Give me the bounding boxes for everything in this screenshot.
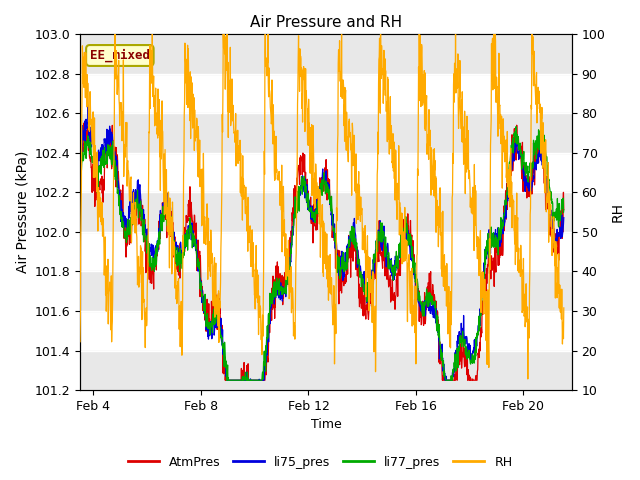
Y-axis label: RH: RH (611, 202, 625, 222)
Title: Air Pressure and RH: Air Pressure and RH (250, 15, 402, 30)
Legend: AtmPres, li75_pres, li77_pres, RH: AtmPres, li75_pres, li77_pres, RH (123, 451, 517, 474)
Bar (80, 350, 572, 390)
Bar (80, 113, 572, 153)
Bar (80, 271, 572, 311)
Bar (80, 192, 572, 232)
Bar (80, 34, 572, 73)
Text: EE_mixed: EE_mixed (90, 49, 150, 62)
X-axis label: Time: Time (310, 419, 341, 432)
Y-axis label: Air Pressure (kPa): Air Pressure (kPa) (15, 151, 29, 273)
